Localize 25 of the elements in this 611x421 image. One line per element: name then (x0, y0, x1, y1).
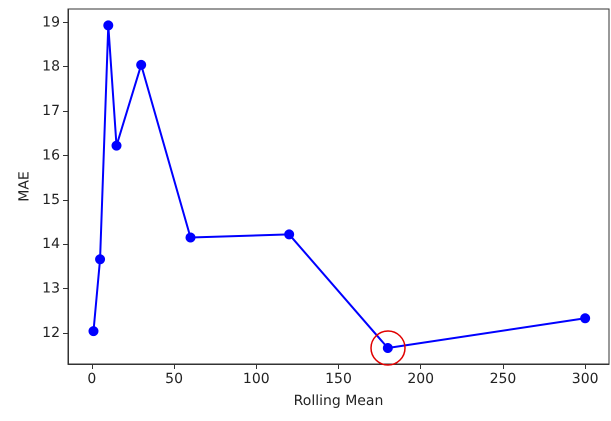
point (284, 229, 294, 240)
point (103, 20, 114, 30)
point (580, 313, 590, 324)
y-tick-label: 18 (42, 58, 60, 75)
point (88, 326, 98, 336)
y-tick-label: 14 (42, 236, 60, 252)
point (95, 254, 106, 264)
point (186, 232, 196, 243)
x-tick-label: 200 (407, 371, 434, 387)
y-tick-label: 15 (42, 192, 60, 208)
x-tick-label: 100 (242, 371, 270, 387)
x-tick-label: 150 (325, 371, 352, 387)
y-tick-label: 16 (42, 147, 60, 164)
x-tick-label: 300 (572, 371, 599, 387)
x-tick-label: 0 (87, 371, 96, 387)
y-tick-label: 13 (42, 280, 60, 297)
y-tick-label: 12 (42, 324, 60, 341)
y-tick-label: 17 (42, 103, 60, 120)
x-tick-label: 250 (490, 371, 516, 387)
x-axis-title: Rolling Mean (294, 393, 384, 409)
point (112, 140, 122, 151)
point (136, 60, 146, 70)
y-axis-title: MAE (16, 171, 32, 202)
x-tick-label: 50 (165, 371, 183, 387)
y-tick-label: 19 (42, 14, 60, 30)
